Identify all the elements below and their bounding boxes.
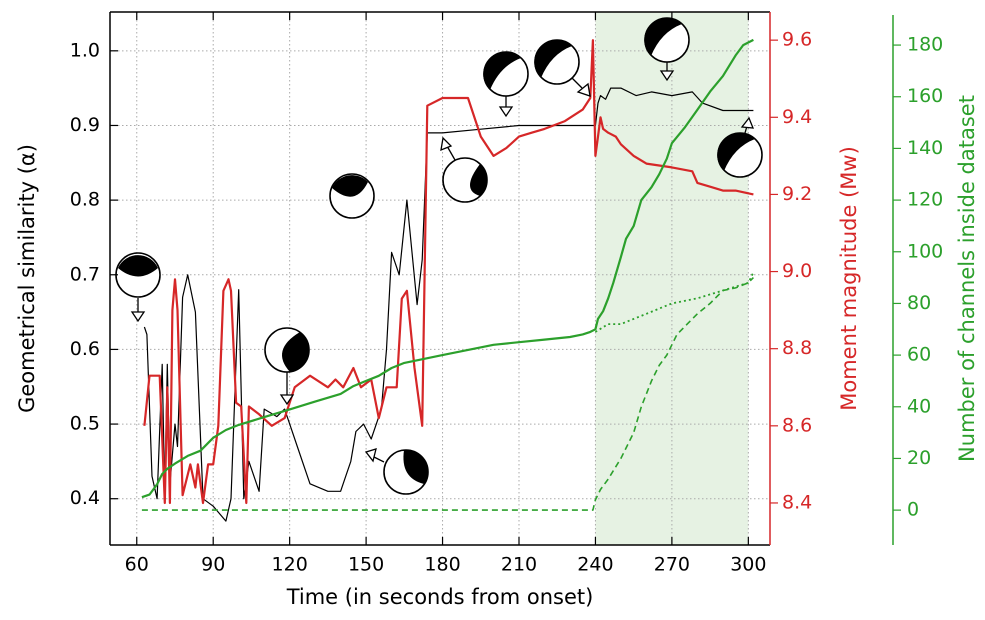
y-axis-title: Geometrical similarity (α) <box>15 144 39 413</box>
series-line <box>143 39 754 505</box>
ball-fill <box>332 175 368 197</box>
focal-mechanism <box>115 252 161 323</box>
focal-mechanism <box>717 116 763 178</box>
arrow-head <box>364 448 377 463</box>
x-tick-label: 300 <box>730 554 766 576</box>
focal-mechanism <box>483 51 529 118</box>
y3-tick-label: 20 <box>907 447 931 469</box>
y2-tick-label: 8.4 <box>782 491 812 513</box>
arrow-head <box>498 106 514 118</box>
y2-tick-label: 8.8 <box>782 337 812 359</box>
ball-fill <box>644 17 682 57</box>
arrow-head <box>440 136 453 152</box>
x-tick-label: 90 <box>201 554 225 576</box>
series-line <box>141 38 754 499</box>
arrow-head <box>740 116 754 129</box>
arrow <box>446 145 456 161</box>
y3-tick-label: 40 <box>907 395 931 417</box>
y2-tick-label: 9.6 <box>782 29 812 51</box>
y-tick-label: 0.9 <box>70 114 100 136</box>
y-tick-label: 0.4 <box>70 487 100 509</box>
arrow-head <box>279 394 295 406</box>
x-tick-label: 240 <box>577 554 613 576</box>
x-axis-title: Time (in seconds from onset) <box>286 585 594 609</box>
focal-mechanism <box>534 39 591 97</box>
ball-fill <box>282 332 310 372</box>
arrow <box>571 77 583 89</box>
arrow-head <box>130 311 146 323</box>
y3-tick-label: 160 <box>907 85 943 107</box>
y3-tick-label: 120 <box>907 189 943 211</box>
x-tick-label: 270 <box>654 554 690 576</box>
focal-mechanisms <box>115 17 763 495</box>
y-tick-label: 1.0 <box>70 39 100 61</box>
focal-mechanism <box>440 136 488 203</box>
axes-layer: 60 90 120 150 180 210 240 270 300 0.4 0.5 0.6 0.7 0.8… <box>15 11 979 609</box>
x-tick-label: 150 <box>348 554 384 576</box>
y3-axis-title: Number of channels inside dataset <box>955 95 979 462</box>
y2-axis-title: Moment magnitude (Mw) <box>837 146 861 411</box>
y-tick-label: 0.5 <box>70 413 100 435</box>
series-line <box>143 87 754 522</box>
ball-fill <box>717 132 755 171</box>
y-tick-label: 0.8 <box>70 189 100 211</box>
focal-mechanism <box>364 448 429 495</box>
series-line <box>141 277 754 511</box>
y3-tick-label: 80 <box>907 292 931 314</box>
focal-mechanism <box>264 327 310 406</box>
x-tick-label: 120 <box>272 554 308 576</box>
x-tick-label: 210 <box>501 554 537 576</box>
y2-tick-label: 9.4 <box>782 106 812 128</box>
ball-fill <box>403 449 428 484</box>
ball-fill <box>534 39 572 78</box>
focal-mechanism <box>329 173 375 219</box>
y-tick-label: 0.7 <box>70 263 100 285</box>
y2-tick-label: 9.2 <box>782 183 812 205</box>
arrow-head <box>659 70 675 82</box>
arrow-head <box>576 82 591 97</box>
y2-tick-label: 8.6 <box>782 414 812 436</box>
y3-tick-label: 0 <box>907 499 919 521</box>
y-tick-label: 0.6 <box>70 338 100 360</box>
y3-tick-label: 100 <box>907 240 943 262</box>
y3-tick-label: 180 <box>907 34 943 56</box>
x-tick-label: 180 <box>424 554 460 576</box>
ball-fill <box>483 51 521 90</box>
ball-fill <box>470 164 487 196</box>
y2-tick-label: 9.0 <box>782 260 812 282</box>
y3-tick-label: 140 <box>907 137 943 159</box>
lines-layer <box>141 38 755 522</box>
focal-mechanism <box>644 17 690 82</box>
x-tick-label: 60 <box>125 554 149 576</box>
ball-fill <box>118 255 158 277</box>
y3-tick-label: 60 <box>907 344 931 366</box>
